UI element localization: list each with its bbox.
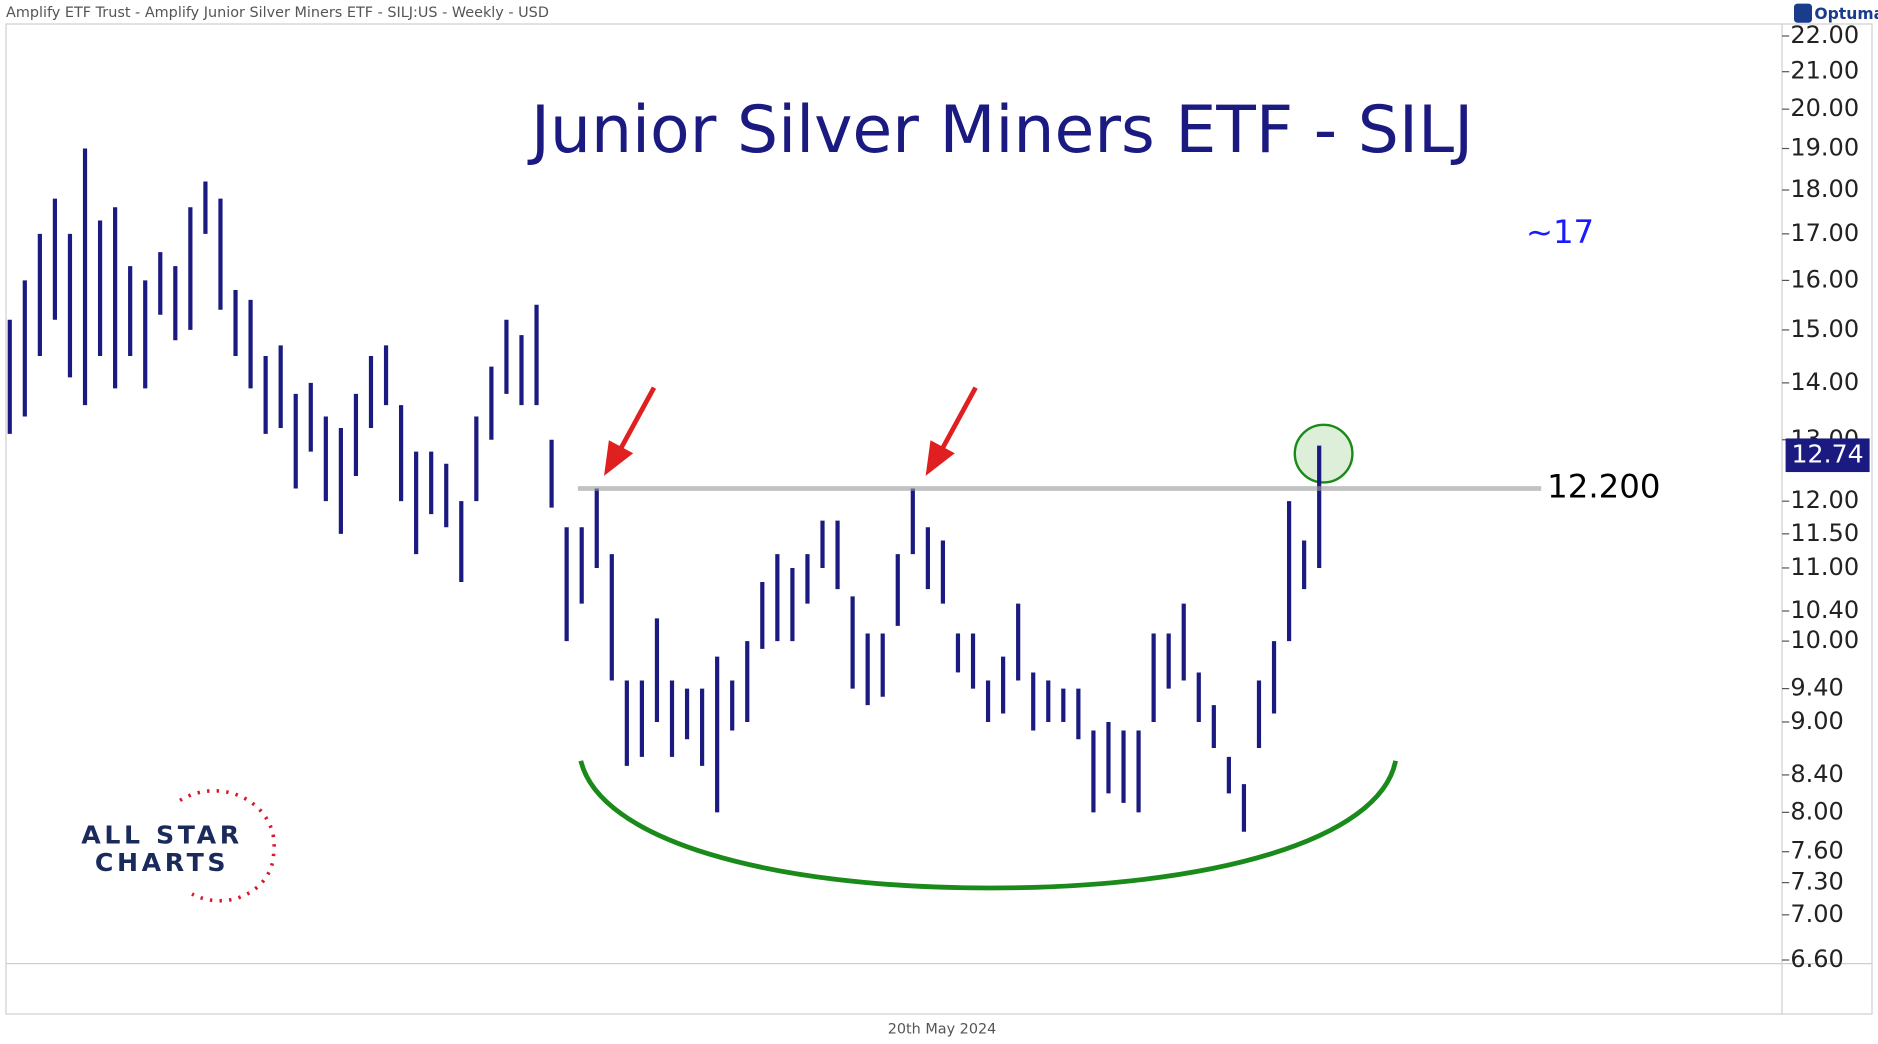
date: 20th May 2024 (888, 1022, 997, 1038)
y-tick-label: 7.30 (1790, 868, 1843, 896)
breakout-circle (1293, 423, 1354, 484)
y-tick-label: 21.00 (1790, 57, 1859, 85)
logo-text: ALL STAR (81, 820, 242, 849)
y-tick-label: 8.40 (1790, 760, 1843, 788)
y-tick-label: 11.00 (1790, 553, 1859, 581)
last-price-box (1785, 438, 1870, 473)
y-tick-label: 16.00 (1790, 265, 1859, 293)
logo-text: CHARTS (95, 848, 229, 877)
resistance-label: 12.200 (1547, 467, 1660, 505)
annotation: ~17 (1526, 213, 1594, 251)
y-tick-label: 22.00 (1790, 21, 1859, 49)
y-tick-label: 14.00 (1790, 368, 1859, 396)
y-tick-label: 10.00 (1790, 626, 1859, 654)
y-tick-label: 6.60 (1790, 945, 1843, 973)
chart-title: Junior Silver Miners ETF - SILJ (527, 93, 1473, 168)
y-tick-label: 11.50 (1790, 519, 1859, 547)
logo: ALL STAR CHARTS (81, 789, 276, 903)
y-tick-label: 9.40 (1790, 674, 1843, 702)
frame (5, 23, 1873, 1015)
y-tick-label: 17.00 (1790, 219, 1859, 247)
y-tick-label: 15.00 (1790, 315, 1859, 343)
y-tick-label: 20.00 (1790, 94, 1859, 122)
brand: Optuma (1814, 5, 1878, 23)
y-tick-label: 10.40 (1790, 596, 1859, 624)
arrows (604, 386, 978, 476)
header: Amplify ETF Trust - Amplify Junior Silve… (6, 5, 549, 21)
y-tick-label: 7.00 (1790, 900, 1843, 928)
y-tick-label: 19.00 (1790, 134, 1859, 162)
y-tick-label: 8.00 (1790, 797, 1843, 825)
y-tick-label: 7.60 (1790, 837, 1843, 865)
last-price-label: 12.74 (1792, 439, 1864, 468)
y-tick-label: 18.00 (1790, 175, 1859, 203)
y-tick-label: 12.00 (1790, 486, 1859, 514)
y-tick-label: 9.00 (1790, 707, 1843, 735)
brand-icon (1794, 3, 1812, 23)
rounding-bottom (578, 760, 1398, 891)
